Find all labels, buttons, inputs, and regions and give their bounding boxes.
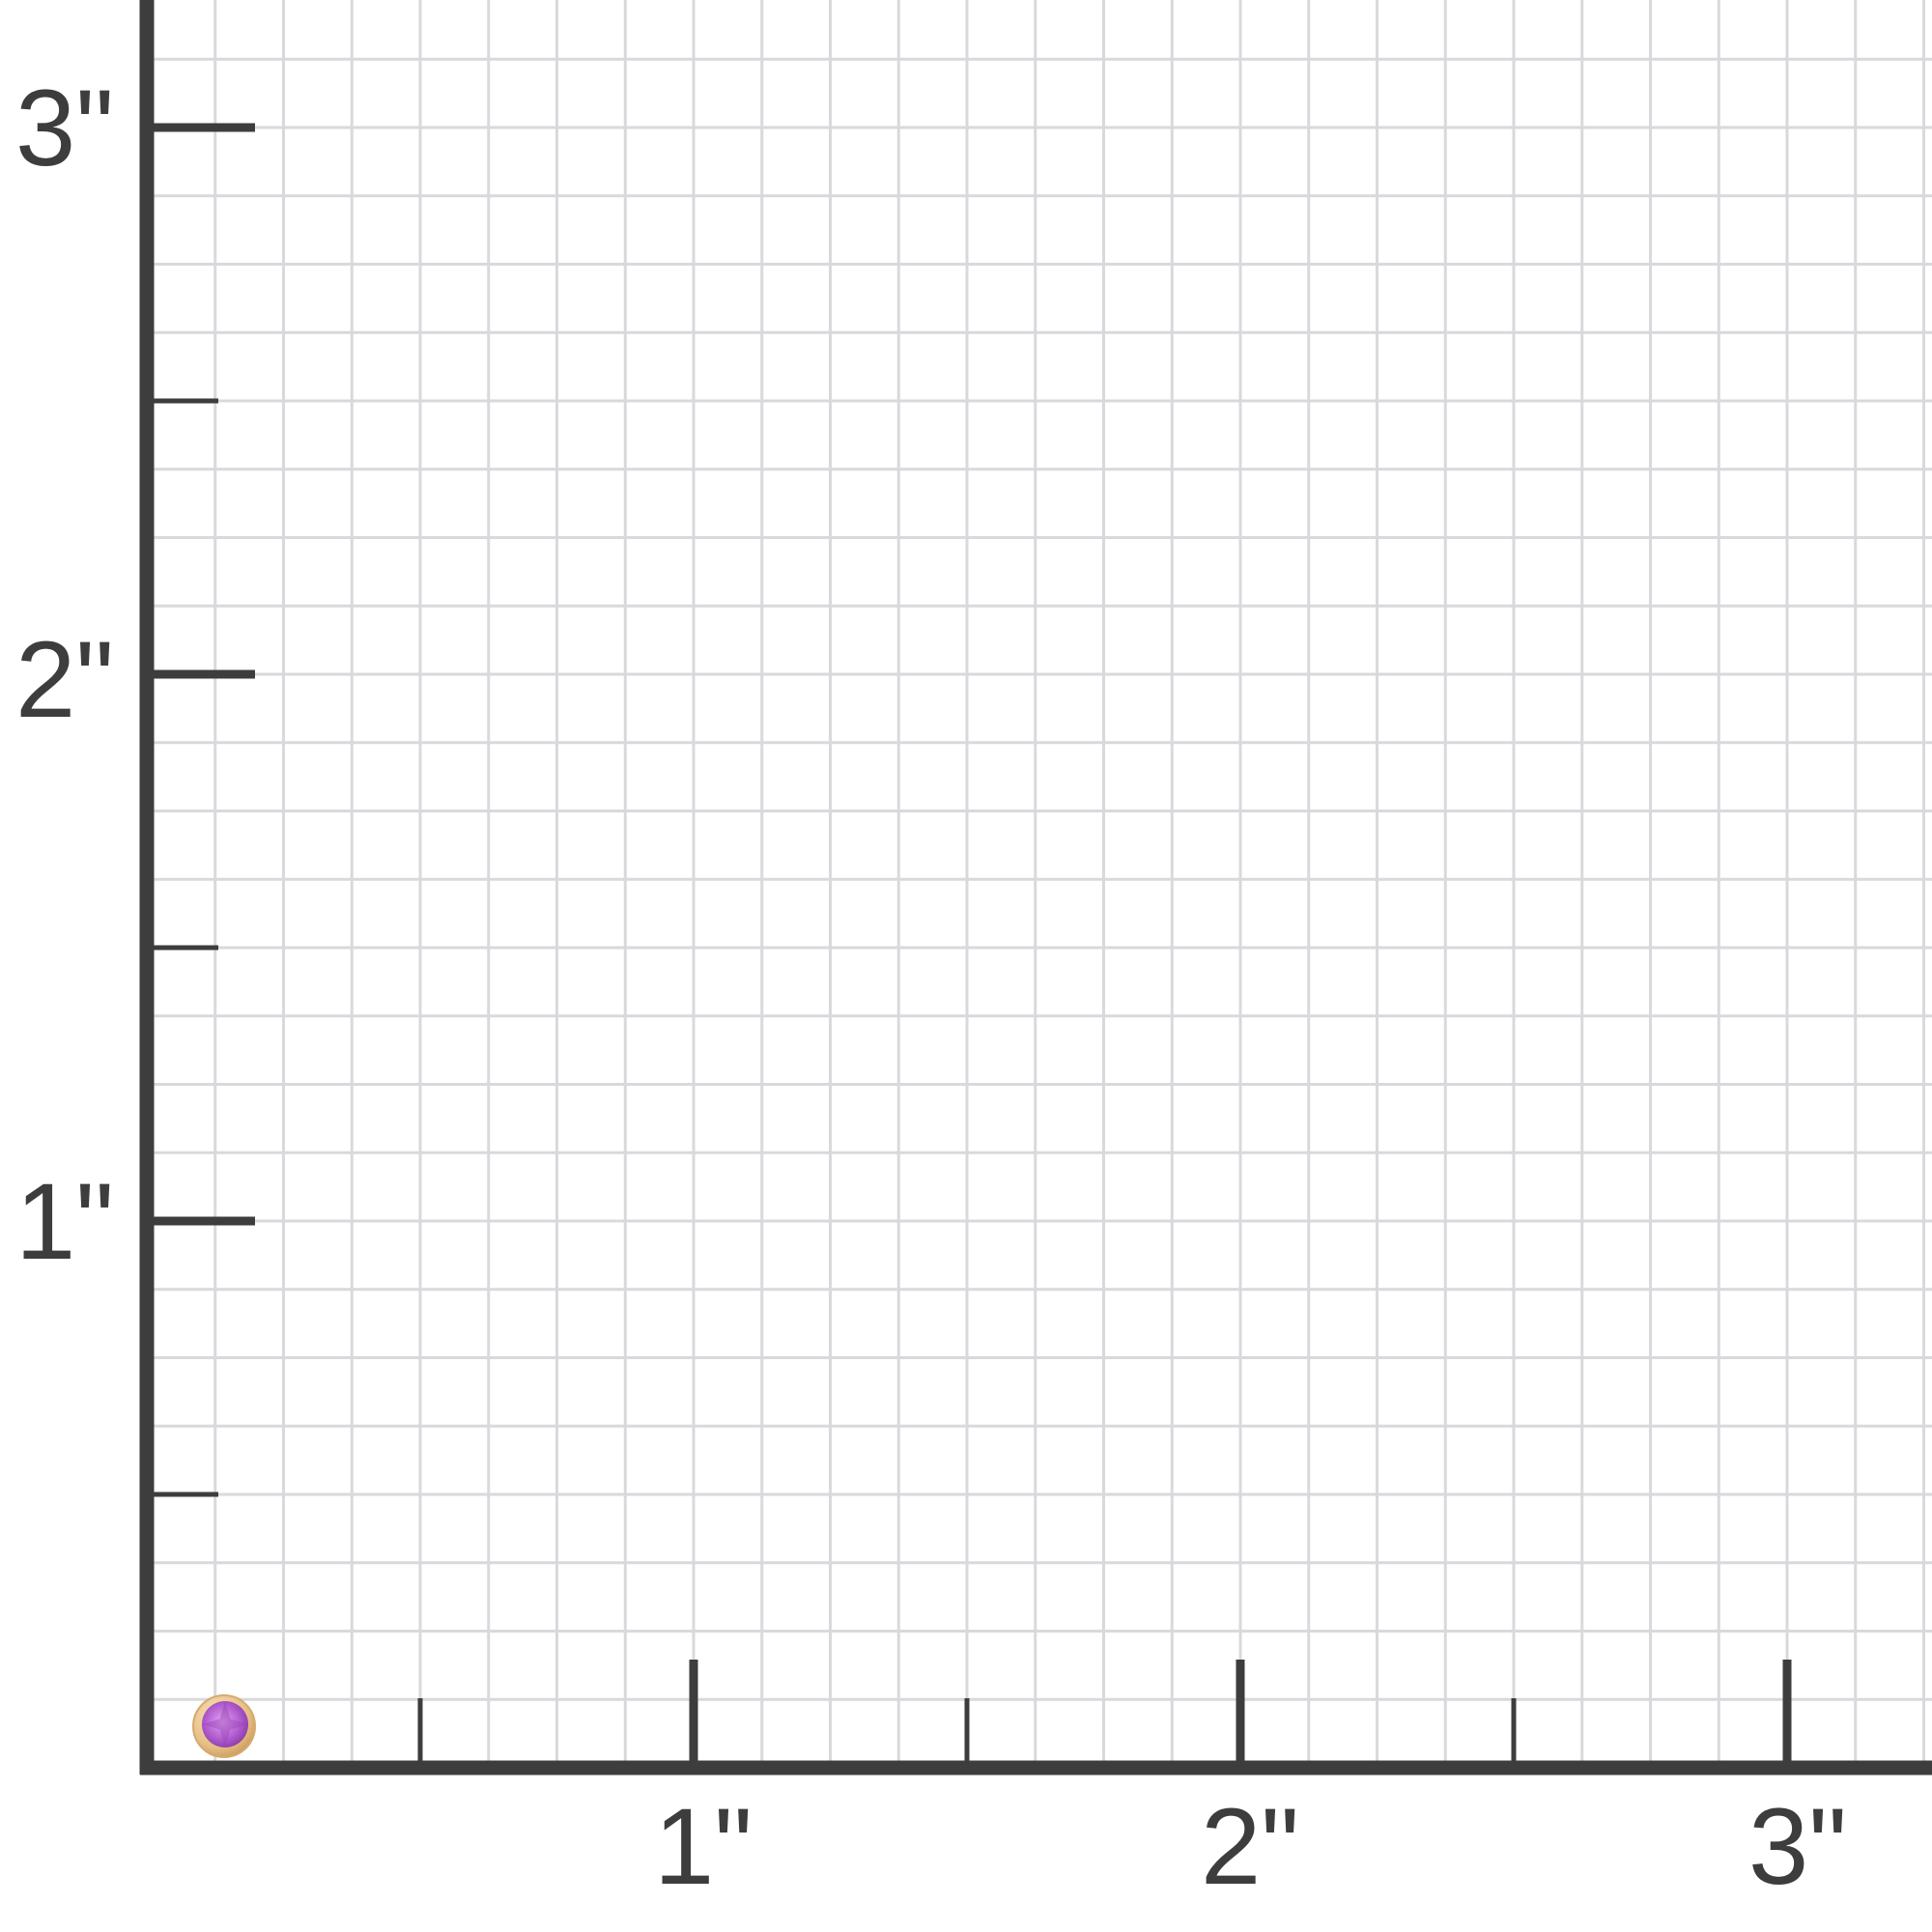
pink-gemstone — [202, 1701, 248, 1747]
grid-lines — [147, 0, 1932, 1768]
y-tick-label-1: 1" — [15, 1161, 114, 1282]
gem-facets — [202, 1701, 248, 1747]
x-tick-labels: 1" 2" 3" — [654, 1786, 1847, 1907]
x-tick-label-1: 1" — [654, 1786, 753, 1907]
y-tick-label-2: 2" — [15, 619, 114, 740]
x-tick-label-3: 3" — [1748, 1786, 1847, 1907]
axis-ticks — [147, 123, 1792, 1768]
earring-product-image — [192, 1694, 256, 1758]
x-tick-label-2: 2" — [1201, 1786, 1299, 1907]
y-tick-labels: 1" 2" 3" — [15, 68, 114, 1282]
y-tick-label-3: 3" — [15, 68, 114, 188]
